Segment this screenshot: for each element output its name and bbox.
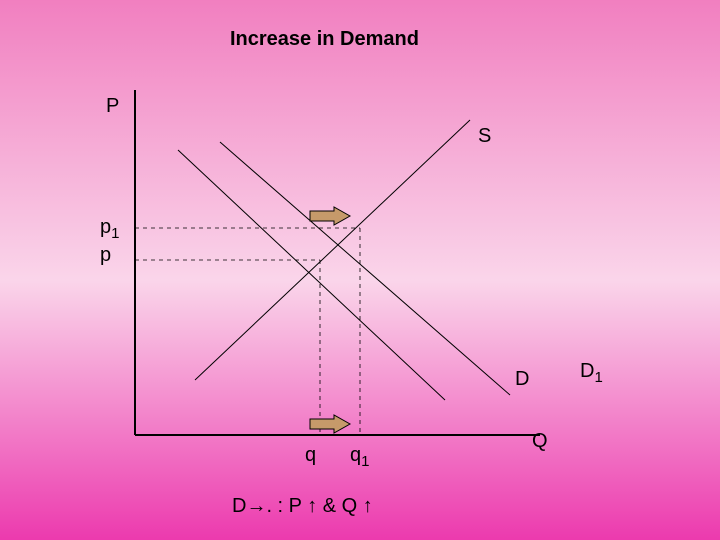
label-S: S: [478, 125, 491, 148]
label-q1: q1: [350, 444, 369, 470]
label-p: p: [100, 244, 111, 267]
label-D1: D1: [580, 360, 603, 386]
caption: D→. : P ↑ & Q ↑: [232, 495, 373, 518]
shift-arrow-bottom: [310, 415, 350, 433]
label-p1: p1: [100, 216, 119, 242]
label-D: D: [515, 368, 529, 391]
demand-line-D1: [220, 142, 510, 395]
label-P: P: [106, 95, 119, 118]
supply-line: [195, 120, 470, 380]
label-Q: Q: [532, 430, 548, 453]
label-q: q: [305, 444, 316, 467]
demand-line-D: [178, 150, 445, 400]
shift-arrow-top: [310, 207, 350, 225]
